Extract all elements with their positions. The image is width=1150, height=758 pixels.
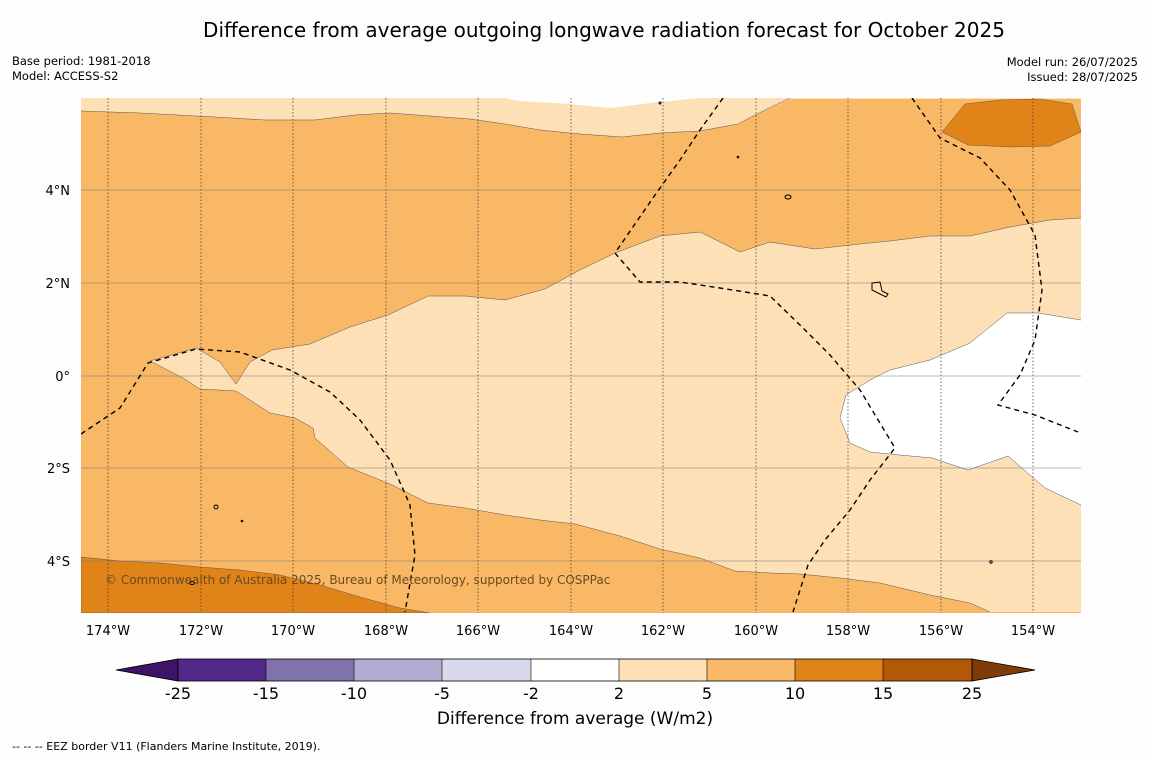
colorbar-max-arrow [971,658,1036,682]
lon-label: 164°W [549,624,593,639]
chart-title: Difference from average outgoing longwav… [203,18,1005,42]
colorbar-tick: -2 [523,684,539,703]
copyright-note: © Commonwealth of Australia 2025, Bureau… [105,573,610,587]
colorbar-tick: -15 [252,684,280,703]
model-run: Model run: 26/07/2025 [1006,55,1138,69]
meta-right: Model run: 26/07/2025 Issued: 28/07/2025 [1007,55,1138,85]
colorbar-tick: -25 [164,684,192,703]
colorbar-tick: 2 [613,684,625,703]
lon-label: 172°W [179,624,223,639]
eez-borders [81,98,1079,613]
olr-10-15-southwest [81,556,431,613]
colorbar-bin [707,659,795,681]
colorbar-tick: -10 [340,684,368,703]
lat-label: 4°N [46,184,71,199]
colorbar-bin [531,659,619,681]
colorbar-tick: 5 [701,684,713,703]
colorbar-bin [354,659,442,681]
colorbar-tick: 25 [961,684,983,703]
lat-axis-labels: 4°N 2°N 0° 2°S 4°S [46,184,71,570]
lon-axis-labels: 174°W 172°W 170°W 168°W 166°W 164°W 162°… [86,624,1055,639]
lon-label: 156°W [919,624,963,639]
lat-label: 2°N [46,277,71,292]
base-period: Base period: 1981-2018 [12,54,151,68]
olr-2-5-top-band [81,98,790,137]
olr-neutral-top [505,98,700,108]
colorbar-bin [178,659,266,681]
colorbar-tick: 15 [872,684,894,703]
colorbar [115,658,1036,682]
colorbar-tick: 10 [784,684,806,703]
olr-10-15-northeast [941,98,1081,148]
colorbar-bin [266,659,354,681]
islands [189,101,993,585]
eez-footnote: -- -- -- EEZ border V11 (Flanders Marine… [12,740,321,753]
lon-label: 158°W [826,624,870,639]
colorbar-label: Difference from average (W/m2) [436,709,714,729]
map-area [81,98,1081,613]
lat-label: 2°S [47,462,70,477]
colorbar-bin [619,659,707,681]
lon-label: 154°W [1011,624,1055,639]
colorbar-outline [177,658,973,682]
lon-label: 174°W [86,624,130,639]
lon-label: 160°W [734,624,778,639]
lon-label: 170°W [271,624,315,639]
lat-label: 0° [55,370,70,385]
colorbar-bin [442,659,531,681]
colorbar-bin [883,659,972,681]
issued-date: Issued: 28/07/2025 [1027,70,1138,84]
parallel-gridlines [81,189,1081,562]
colorbar-min-arrow [115,658,179,682]
meta-left: Base period: 1981-2018 Model: ACCESS-S2 [12,54,151,84]
model-name: Model: ACCESS-S2 [12,69,119,83]
lon-label: 162°W [641,624,685,639]
colorbar-tick: -5 [434,684,450,703]
lat-label: 4°S [47,555,70,570]
lon-label: 168°W [364,624,408,639]
lon-label: 166°W [456,624,500,639]
colorbar-bin [795,659,883,681]
olr-neutral-east [840,313,1081,505]
